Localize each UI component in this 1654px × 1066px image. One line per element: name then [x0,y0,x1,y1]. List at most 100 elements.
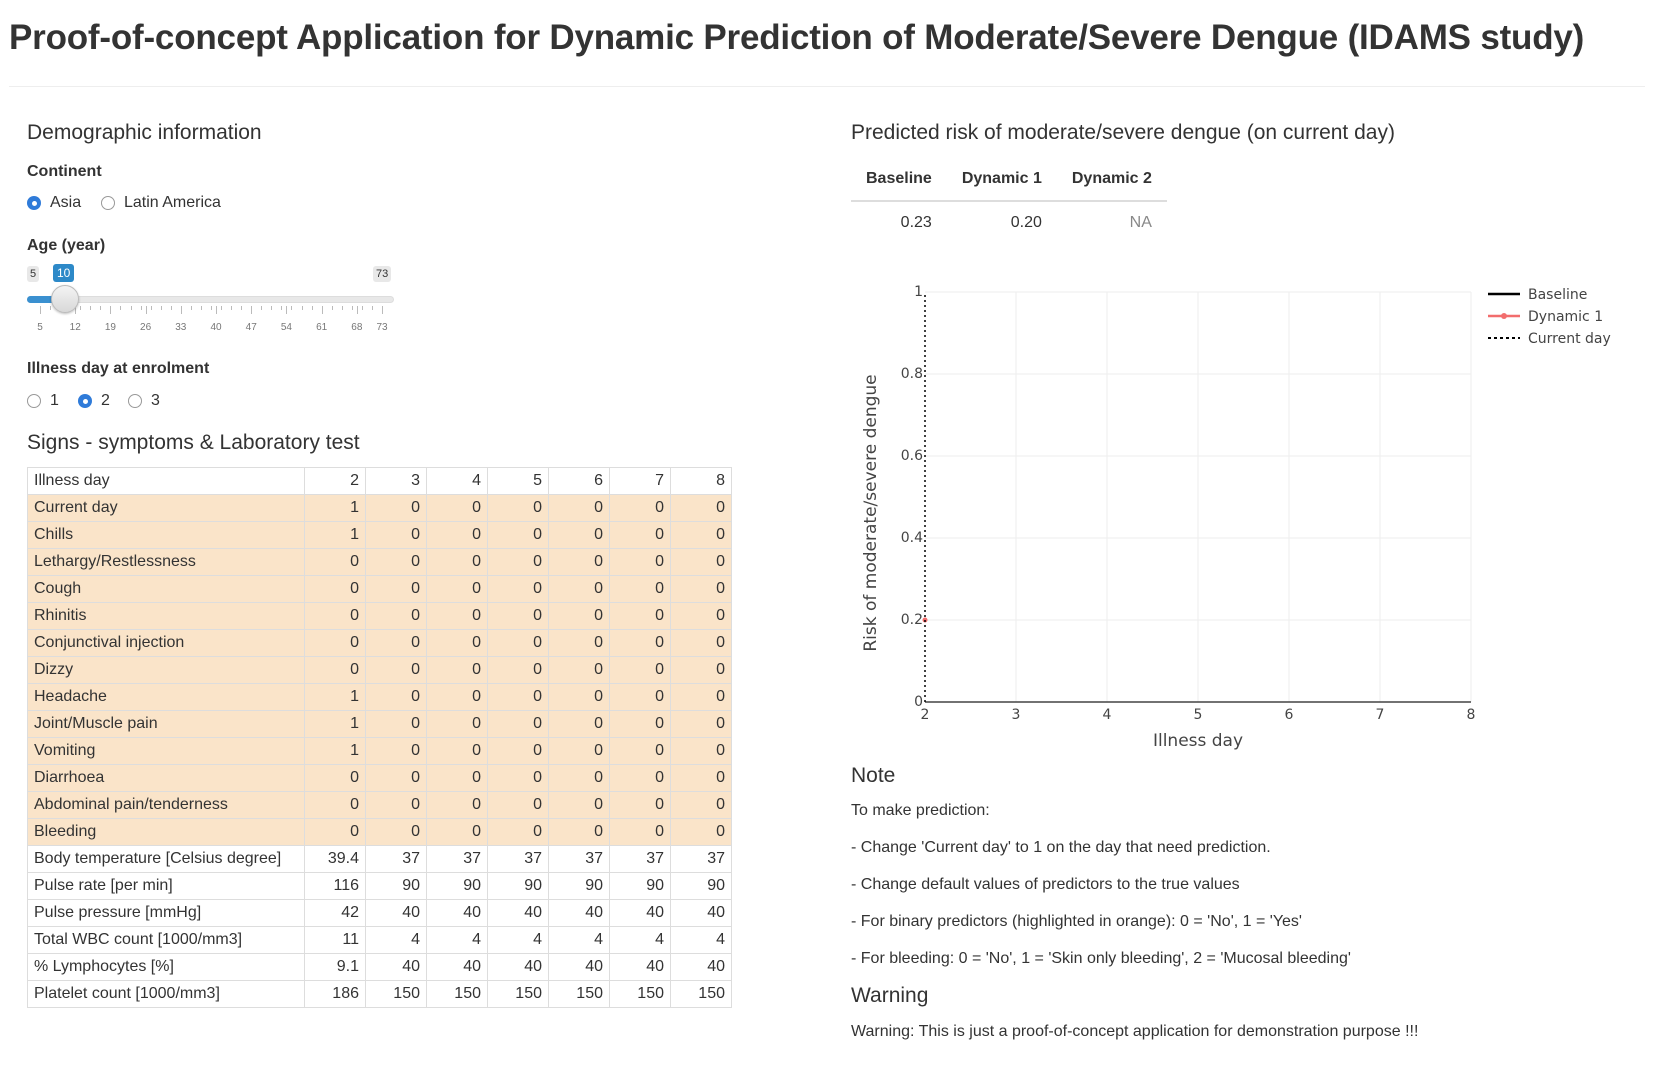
continent-radio-asia[interactable]: Asia [27,194,81,212]
value-cell[interactable]: 0 [609,602,671,630]
value-cell[interactable]: 40 [487,899,549,927]
value-cell[interactable]: 37 [365,845,427,873]
value-cell[interactable]: 4 [670,926,732,954]
value-cell[interactable]: 0 [670,521,732,549]
value-cell[interactable]: 40 [609,899,671,927]
value-cell[interactable]: 0 [609,683,671,711]
value-cell[interactable]: 0 [426,683,488,711]
value-cell[interactable]: 150 [609,980,671,1008]
value-cell[interactable]: 0 [365,602,427,630]
value-cell[interactable]: 150 [548,980,610,1008]
value-cell[interactable]: 0 [426,548,488,576]
value-cell[interactable]: 0 [670,710,732,738]
value-cell[interactable]: 0 [487,521,549,549]
value-cell[interactable]: 0 [365,494,427,522]
value-cell[interactable]: 0 [426,791,488,819]
value-cell[interactable]: 0 [487,791,549,819]
value-cell[interactable]: 40 [548,899,610,927]
value-cell[interactable]: 1 [304,494,366,522]
value-cell[interactable]: 0 [304,818,366,846]
value-cell[interactable]: 0 [670,494,732,522]
value-cell[interactable]: 0 [426,656,488,684]
value-cell[interactable]: 0 [670,764,732,792]
value-cell[interactable]: 0 [426,764,488,792]
value-cell[interactable]: 0 [670,656,732,684]
value-cell[interactable]: 0 [548,548,610,576]
value-cell[interactable]: 37 [487,845,549,873]
value-cell[interactable]: 0 [365,629,427,657]
value-cell[interactable]: 4 [609,926,671,954]
value-cell[interactable]: 0 [487,494,549,522]
value-cell[interactable]: 0 [426,629,488,657]
value-cell[interactable]: 0 [487,764,549,792]
value-cell[interactable]: 4 [365,926,427,954]
value-cell[interactable]: 40 [365,953,427,981]
value-cell[interactable]: 186 [304,980,366,1008]
value-cell[interactable]: 0 [426,602,488,630]
value-cell[interactable]: 0 [487,656,549,684]
value-cell[interactable]: 0 [548,791,610,819]
value-cell[interactable]: 0 [609,764,671,792]
value-cell[interactable]: 0 [365,521,427,549]
value-cell[interactable]: 0 [548,629,610,657]
value-cell[interactable]: 0 [609,521,671,549]
value-cell[interactable]: 0 [548,737,610,765]
value-cell[interactable]: 0 [670,683,732,711]
value-cell[interactable]: 150 [365,980,427,1008]
value-cell[interactable]: 0 [670,737,732,765]
value-cell[interactable]: 0 [670,548,732,576]
value-cell[interactable]: 40 [670,953,732,981]
value-cell[interactable]: 0 [609,818,671,846]
value-cell[interactable]: 0 [426,710,488,738]
value-cell[interactable]: 0 [365,710,427,738]
value-cell[interactable]: 0 [304,629,366,657]
illness-day-radio-2[interactable]: 2 [78,392,110,410]
value-cell[interactable]: 0 [609,494,671,522]
value-cell[interactable]: 4 [487,926,549,954]
value-cell[interactable]: 40 [609,953,671,981]
value-cell[interactable]: 37 [548,845,610,873]
value-cell[interactable]: 0 [548,575,610,603]
value-cell[interactable]: 0 [304,575,366,603]
value-cell[interactable]: 0 [304,602,366,630]
value-cell[interactable]: 0 [365,683,427,711]
value-cell[interactable]: 0 [487,548,549,576]
value-cell[interactable]: 40 [365,899,427,927]
value-cell[interactable]: 0 [487,683,549,711]
value-cell[interactable]: 150 [426,980,488,1008]
value-cell[interactable]: 37 [426,845,488,873]
value-cell[interactable]: 0 [365,575,427,603]
value-cell[interactable]: 90 [548,872,610,900]
value-cell[interactable]: 1 [304,737,366,765]
value-cell[interactable]: 40 [426,899,488,927]
value-cell[interactable]: 0 [609,575,671,603]
value-cell[interactable]: 0 [548,521,610,549]
value-cell[interactable]: 40 [487,953,549,981]
value-cell[interactable]: 0 [609,656,671,684]
value-cell[interactable]: 0 [365,791,427,819]
value-cell[interactable]: 0 [487,710,549,738]
value-cell[interactable]: 40 [670,899,732,927]
value-cell[interactable]: 0 [609,737,671,765]
value-cell[interactable]: 0 [609,548,671,576]
value-cell[interactable]: 0 [365,656,427,684]
value-cell[interactable]: 4 [548,926,610,954]
value-cell[interactable]: 90 [609,872,671,900]
value-cell[interactable]: 0 [670,602,732,630]
value-cell[interactable]: 90 [426,872,488,900]
value-cell[interactable]: 90 [670,872,732,900]
value-cell[interactable]: 0 [365,548,427,576]
value-cell[interactable]: 0 [304,764,366,792]
value-cell[interactable]: 0 [548,494,610,522]
value-cell[interactable]: 37 [670,845,732,873]
value-cell[interactable]: 0 [365,818,427,846]
value-cell[interactable]: 1 [304,683,366,711]
age-slider-track[interactable] [27,296,394,303]
age-slider-handle[interactable] [51,285,79,313]
illness-day-radio-1[interactable]: 1 [27,392,59,410]
value-cell[interactable]: 116 [304,872,366,900]
value-cell[interactable]: 0 [487,575,549,603]
value-cell[interactable]: 0 [548,764,610,792]
value-cell[interactable]: 40 [426,953,488,981]
value-cell[interactable]: 0 [609,629,671,657]
